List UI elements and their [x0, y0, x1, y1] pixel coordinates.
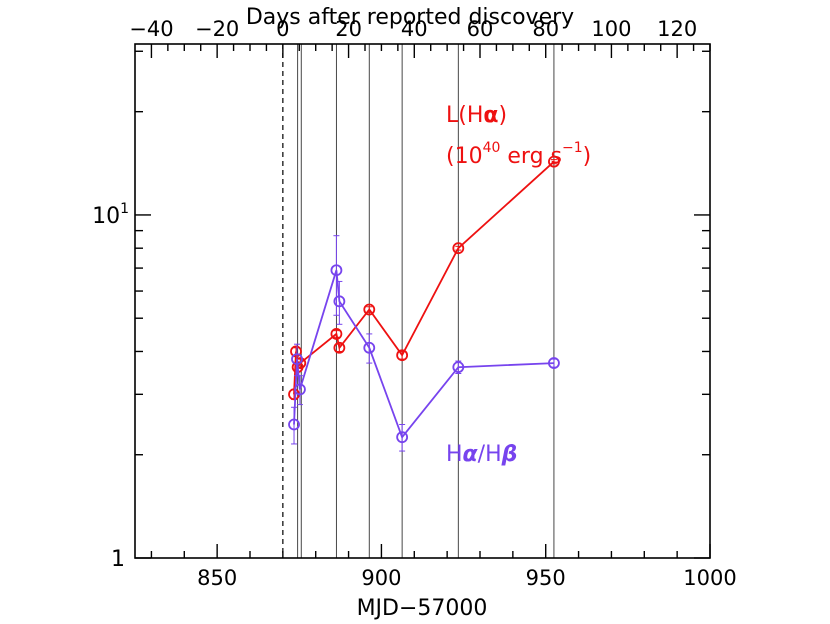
ratio-beta: β [501, 442, 518, 467]
data-point [288, 418, 300, 431]
y-tick-exponent: 1 [120, 201, 129, 217]
data-point [452, 242, 465, 255]
data-point [333, 295, 346, 308]
lum-units-exp40: 40 [483, 140, 501, 156]
series-line [293, 269, 554, 440]
x2-tick-label: 0 [276, 17, 289, 41]
lum-label-alpha: α [483, 103, 498, 128]
lum-annotation: L(Hα) [446, 103, 507, 128]
x-axis-label: MJD−57000 [357, 596, 488, 621]
ratio-alpha: α [463, 442, 479, 467]
lum-units-open: (10 [446, 144, 483, 169]
y-tick-label: 1 [111, 547, 125, 572]
x2-tick-label: 40 [401, 17, 428, 41]
data-point [548, 155, 560, 168]
x2-axis-label: Days after reported discovery [246, 5, 574, 30]
lum-units-unit: erg s [500, 144, 562, 169]
plot-frame [134, 43, 711, 559]
ratio-h1: H [446, 442, 463, 467]
lum-label-close: ) [499, 103, 508, 128]
data-point [452, 361, 465, 374]
data-point [291, 353, 303, 366]
data-point [363, 303, 376, 316]
data-point [290, 345, 302, 358]
x2-tick-label: 60 [467, 17, 494, 41]
series-line [293, 161, 555, 395]
x-tick-label: 1000 [683, 566, 736, 590]
axis-ticks [135, 44, 711, 559]
x-tick-label: 850 [197, 566, 237, 590]
data-point [330, 328, 343, 340]
x2-tick-label: 100 [591, 17, 631, 41]
y-tick-label: 101 [92, 201, 129, 229]
data-point [548, 357, 560, 369]
data-point [396, 431, 409, 444]
data-point [396, 349, 409, 362]
x-tick-label: 950 [526, 566, 566, 590]
series-lum-halpha [288, 155, 560, 401]
ratio-annotation: Hα/Hβ [446, 442, 517, 467]
x2-tick-label: −20 [195, 17, 239, 41]
epoch-lines [282, 44, 555, 558]
lum-units-close: ) [583, 144, 592, 169]
y-tick-base: 1 [111, 547, 125, 572]
lum-units-annotation: (1040 erg s−1) [446, 140, 591, 169]
y-tick-base: 10 [92, 204, 120, 229]
x-tick-label: 900 [361, 566, 401, 590]
x2-tick-label: 120 [657, 17, 697, 41]
lum-units-expm1: −1 [562, 140, 583, 156]
data-point [330, 264, 343, 277]
x2-tick-label: 20 [335, 17, 362, 41]
series-halpha-hbeta [288, 235, 560, 452]
x2-tick-label: −40 [129, 17, 173, 41]
data-point [363, 341, 376, 354]
data-point [333, 341, 346, 354]
series-layer [288, 155, 560, 452]
data-point [294, 383, 306, 396]
lum-label-prefix: L(H [446, 103, 483, 128]
x2-tick-label: 80 [532, 17, 559, 41]
ratio-slash: /H [478, 442, 502, 467]
